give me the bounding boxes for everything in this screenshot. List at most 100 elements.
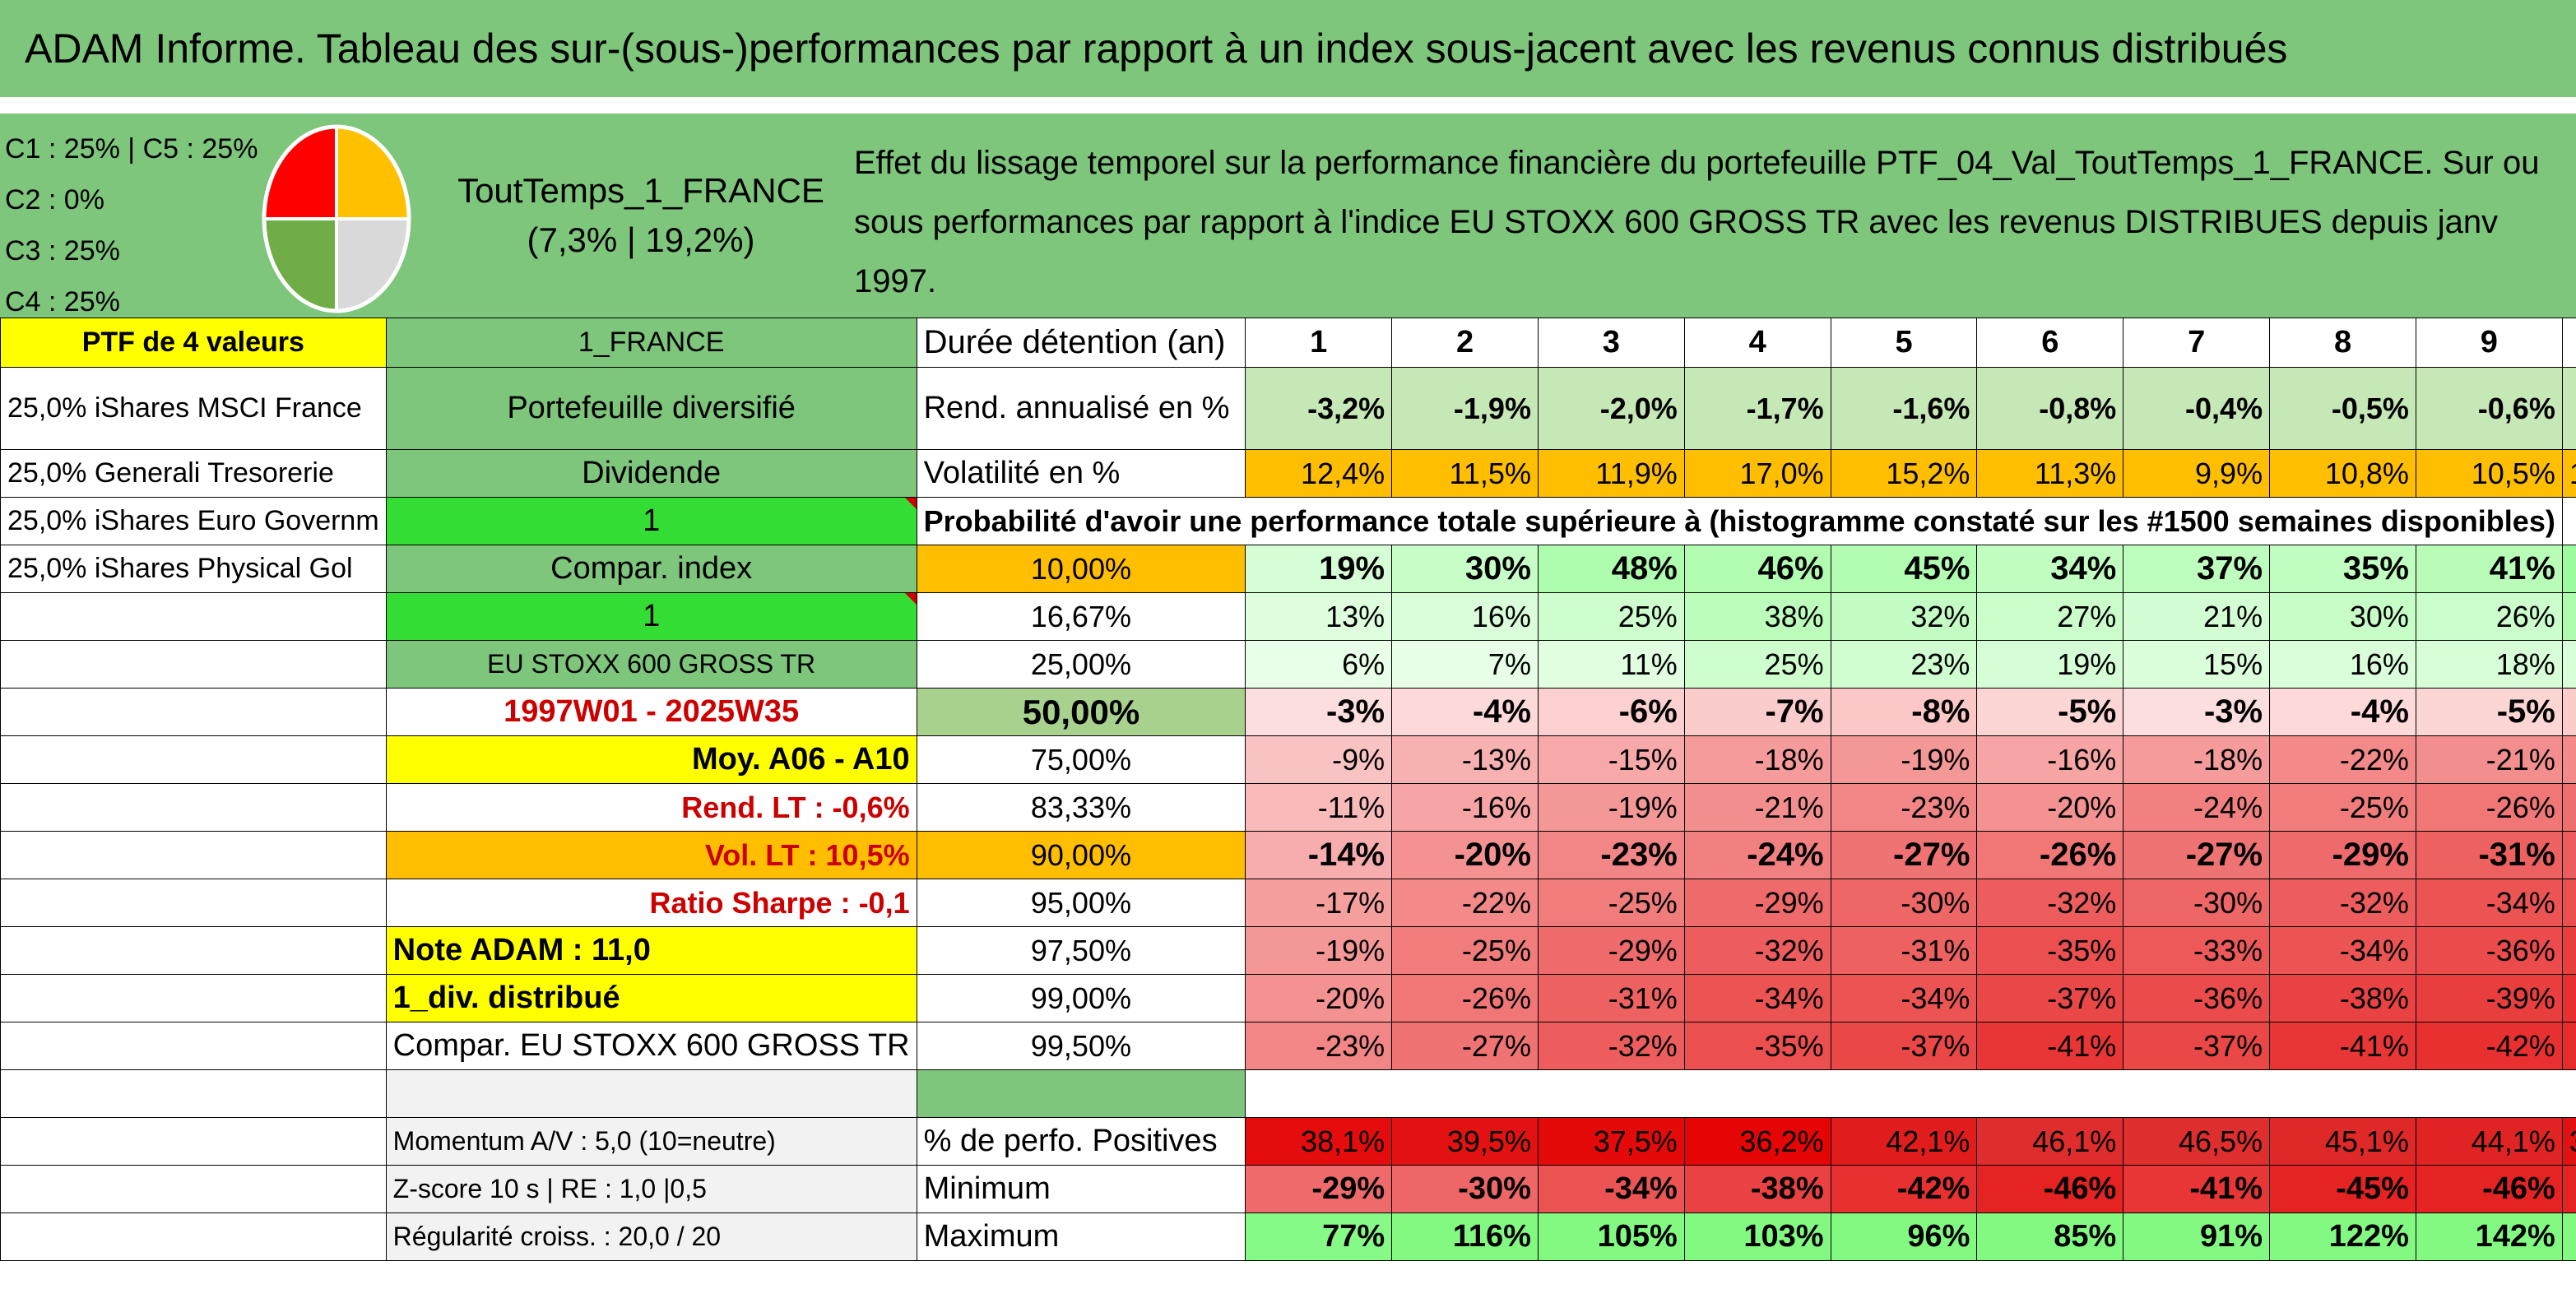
percentile-value: 19% bbox=[1976, 640, 2124, 689]
minimum-value: -38% bbox=[1683, 1165, 1831, 1213]
percentile-value: -35% bbox=[1976, 926, 2124, 975]
distribution-label: Dividende bbox=[385, 449, 917, 498]
percentile-value: -29% bbox=[1683, 879, 1831, 927]
percentile-value: -31% bbox=[2415, 831, 2563, 879]
percentile-value: -19% bbox=[1245, 926, 1393, 975]
percentile-value: 26% bbox=[2415, 592, 2563, 641]
percentile-value: 41% bbox=[2415, 545, 2563, 593]
percentile-value: 38% bbox=[1683, 592, 1831, 641]
regularity-label: Régularité croiss. : 20,0 / 20 bbox=[385, 1212, 917, 1261]
return-value: -1,9% bbox=[1391, 367, 1539, 450]
percentile-value: -3% bbox=[1245, 688, 1393, 736]
percentile-value: -31% bbox=[1537, 974, 1685, 1022]
percentile-value: -34% bbox=[2269, 926, 2416, 975]
percentile-value: -28% bbox=[2561, 783, 2576, 832]
return-value: -0,4% bbox=[2123, 367, 2271, 450]
probability-header-row: 25,0% iShares Euro Governm 1 Probabilité d… bbox=[0, 497, 2576, 545]
percentile-value: -34% bbox=[2415, 879, 2563, 927]
percentile-value: -27% bbox=[1830, 831, 1978, 879]
maximum-value: 122% bbox=[2269, 1212, 2416, 1261]
percentile-value: 30% bbox=[2269, 592, 2416, 641]
holding-line: 25,0% Generali Tresorerie bbox=[0, 449, 387, 498]
minimum-value: -46% bbox=[2415, 1165, 2563, 1213]
percentile-value: -21% bbox=[2415, 735, 2563, 784]
percentile-value: -14% bbox=[1245, 831, 1393, 879]
percentile-value: -11% bbox=[1245, 783, 1393, 832]
holding-line bbox=[0, 926, 387, 975]
percentile-value: 16% bbox=[2269, 640, 2416, 689]
portfolio-header: ToutTemps_1_FRANCE (7,3% | 19,2%) bbox=[434, 114, 847, 318]
year-header: 4 bbox=[1683, 318, 1831, 368]
holding-line bbox=[0, 640, 387, 689]
percentile-value: -37% bbox=[1830, 1022, 1978, 1070]
percentile-level: 50,00% bbox=[916, 688, 1246, 736]
positive-row: Momentum A/V : 5,0 (10=neutre)% de perfo… bbox=[0, 1117, 2576, 1166]
allocation-line: C4 : 25% bbox=[5, 286, 120, 318]
percentile-value: -37% bbox=[1976, 974, 2124, 1022]
positive-value: 44,1% bbox=[2415, 1117, 2563, 1166]
empty-cell bbox=[2561, 497, 2576, 545]
side-metric: 1_div. distribué bbox=[385, 974, 917, 1022]
minimum-value: -46% bbox=[1976, 1165, 2124, 1213]
positive-value: 45,1% bbox=[2269, 1117, 2416, 1166]
percentile-value: 48% bbox=[2561, 592, 2576, 641]
volatility-row: 25,0% Generali Tresorerie Dividende Volati… bbox=[0, 449, 2576, 498]
percentile-value: 23% bbox=[1830, 640, 1978, 689]
side-metric: Ratio Sharpe : -0,1 bbox=[385, 879, 917, 927]
holding-line: 25,0% iShares Euro Governm bbox=[0, 497, 387, 545]
year-header: 7 bbox=[2123, 318, 2271, 368]
allocation-line: C2 : 0% bbox=[5, 184, 104, 216]
percentile-value: -42% bbox=[2415, 1022, 2563, 1070]
empty-cell bbox=[916, 1069, 1246, 1118]
spacer-row bbox=[0, 1069, 2576, 1118]
side-metric: Rend. LT : -0,6% bbox=[385, 783, 917, 832]
percentile-value: 25% bbox=[1683, 640, 1831, 689]
percentile-value: -19% bbox=[1537, 783, 1685, 832]
percentile-value: -32% bbox=[1683, 926, 1831, 975]
return-value: -0,6% bbox=[2415, 367, 2563, 450]
holding-line bbox=[0, 1022, 387, 1070]
percentile-value: -13% bbox=[1391, 735, 1539, 784]
maximum-value: 85% bbox=[1976, 1212, 2124, 1261]
percentile-value: -37% bbox=[2123, 1022, 2271, 1070]
holding-line bbox=[0, 1212, 387, 1261]
percentile-row: Rend. LT : -0,6% 83,33% -11% -16% -19% -21% -2… bbox=[0, 783, 2576, 832]
percentile-row: Moy. A06 - A10 75,00% -9% -13% -15% -18% -19% -… bbox=[0, 735, 2576, 784]
percentile-value: 37% bbox=[2123, 545, 2271, 593]
percentile-row: 1_div. distribué 99,00% -20% -26% -31% -34% -3… bbox=[0, 974, 2576, 1022]
percentile-value: 15% bbox=[2123, 640, 2271, 689]
percentile-value: -4% bbox=[1391, 688, 1539, 736]
percentile-value: -5% bbox=[1976, 688, 2124, 736]
momentum-label: Momentum A/V : 5,0 (10=neutre) bbox=[385, 1117, 917, 1166]
description-text: Effet du lissage temporel sur la perform… bbox=[847, 114, 2576, 318]
percentile-value: -32% bbox=[2269, 879, 2416, 927]
return-value: -0,8% bbox=[1976, 367, 2124, 450]
percentile-value: -8% bbox=[1830, 688, 1978, 736]
percentile-row: EU STOXX 600 GROSS TR 25,00% 6% 7% 11% 25% 23%… bbox=[0, 640, 2576, 689]
percentile-value: 32% bbox=[1830, 592, 1978, 641]
percentile-value: -19% bbox=[1830, 735, 1978, 784]
minimum-value: -41% bbox=[2123, 1165, 2271, 1213]
percentile-value: -26% bbox=[1976, 831, 2124, 879]
year-header: 8 bbox=[2269, 318, 2416, 368]
positive-value: 39,4% bbox=[2561, 1117, 2576, 1166]
volatility-value: 11,9% bbox=[1537, 449, 1685, 498]
volatility-value: 11,5% bbox=[1391, 449, 1539, 498]
percentile-value: 48% bbox=[1537, 545, 1685, 593]
return-value: -0,5% bbox=[2269, 367, 2416, 450]
percentile-value: 27% bbox=[1976, 592, 2124, 641]
percentile-value: -3% bbox=[2123, 688, 2271, 736]
positive-label: % de perfo. Positives bbox=[916, 1117, 1246, 1166]
minimum-value: -30% bbox=[1391, 1165, 1539, 1213]
percentile-value: -36% bbox=[2415, 926, 2563, 975]
flag-value: 1 bbox=[385, 497, 917, 545]
allocation-line: C1 : 25% | C5 : 25% bbox=[5, 133, 258, 165]
pie-outline bbox=[262, 124, 411, 313]
side-metric: Moy. A06 - A10 bbox=[385, 735, 917, 784]
percentile-value: -18% bbox=[2123, 735, 2271, 784]
percentile-value: -23% bbox=[1245, 1022, 1393, 1070]
holding-line bbox=[0, 879, 387, 927]
side-metric: Compar. index bbox=[385, 545, 917, 593]
year-header: 1 bbox=[1245, 318, 1393, 368]
percentile-value: -20% bbox=[1245, 974, 1393, 1022]
